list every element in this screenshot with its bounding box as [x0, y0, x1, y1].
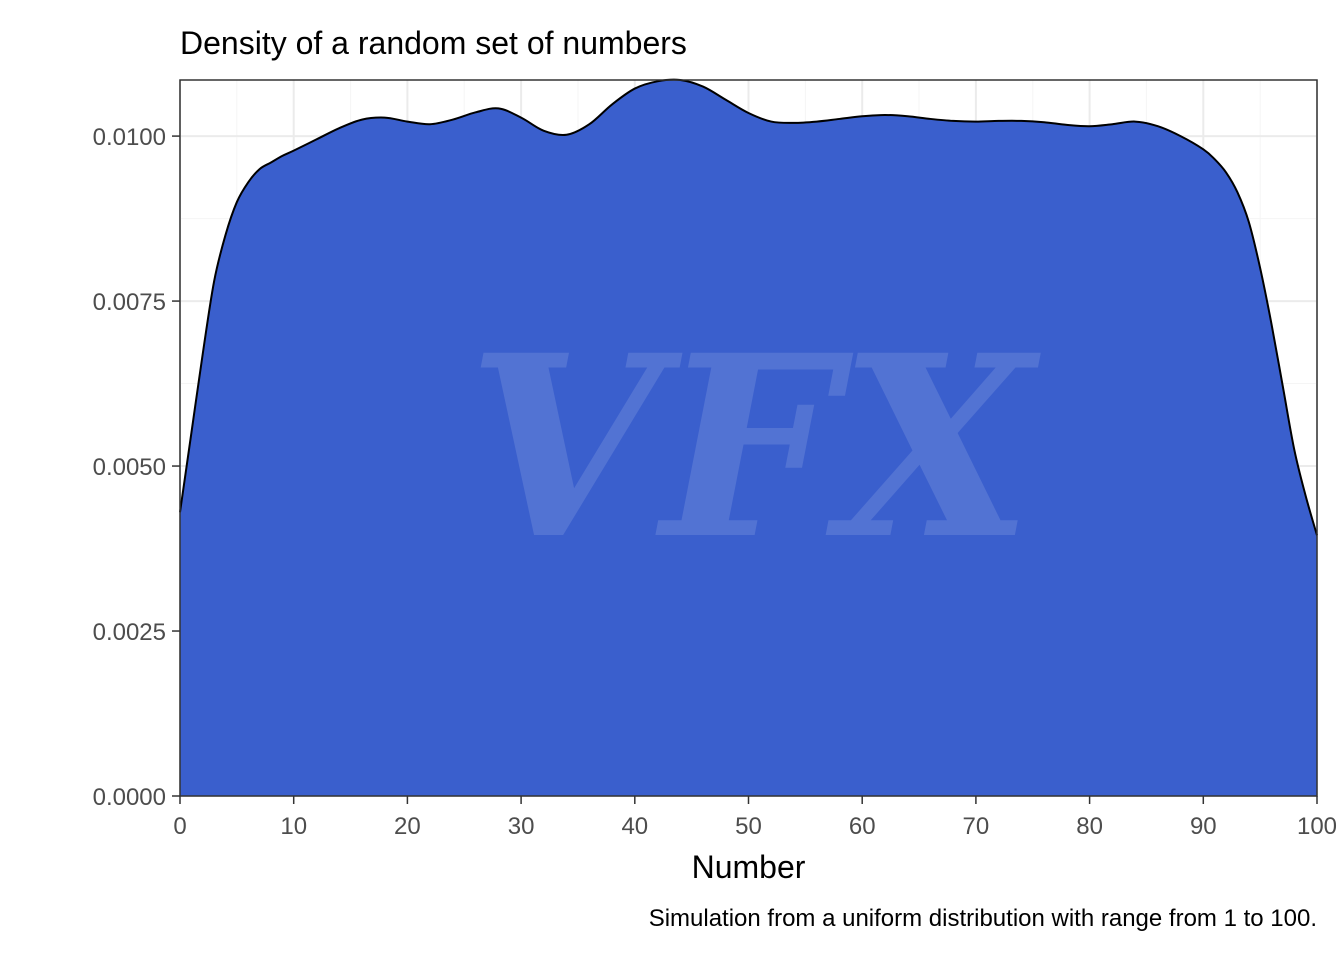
x-axis: 0 10 20 30 40 50 60 70 80 90 100 [173, 796, 1337, 840]
x-tick-label: 20 [394, 813, 421, 840]
y-tick-label: 0.0075 [93, 289, 166, 316]
x-tick-label: 70 [963, 813, 990, 840]
y-tick-label: 0.0050 [93, 454, 166, 481]
y-axis: 0.0000 0.0025 0.0050 0.0075 0.0100 [93, 124, 180, 811]
chart-caption: Simulation from a uniform distribution w… [649, 905, 1317, 932]
x-tick-label: 60 [849, 813, 876, 840]
density-line [179, 78, 1318, 536]
x-axis-title: Number [692, 849, 806, 885]
chart-title: Density of a random set of numbers [180, 25, 687, 61]
watermark-text: VFX [467, 300, 1041, 594]
density-area [180, 79, 1317, 796]
x-tick-label: 80 [1076, 813, 1103, 840]
x-tick-label: 90 [1190, 813, 1217, 840]
x-tick-label: 40 [621, 813, 648, 840]
y-tick-label: 0.0100 [93, 124, 166, 151]
y-tick-label: 0.0025 [93, 619, 166, 646]
x-tick-label: 30 [508, 813, 535, 840]
x-tick-label: 100 [1297, 813, 1337, 840]
x-tick-label: 10 [280, 813, 307, 840]
y-tick-label: 0.0000 [93, 784, 166, 811]
x-tick-label: 0 [173, 813, 186, 840]
x-tick-label: 50 [735, 813, 762, 840]
